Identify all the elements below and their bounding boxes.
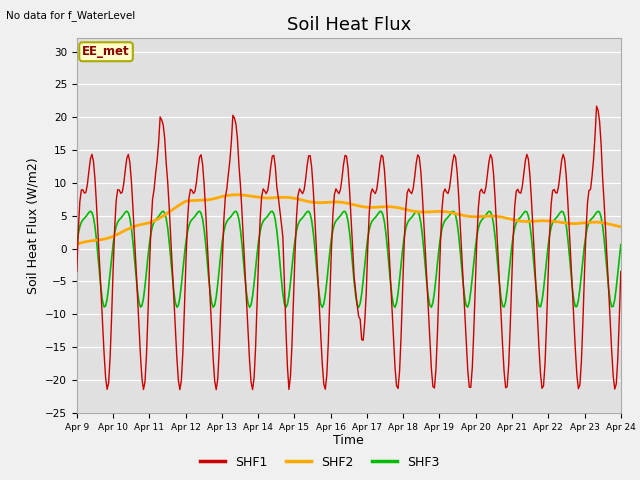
SHF1 (255, 253, 262, 259)
Line: SHF1: SHF1 (77, 106, 621, 390)
SHF1 (593, 103, 600, 109)
SHF2 (73, 241, 81, 247)
Legend: SHF1, SHF2, SHF3: SHF1, SHF2, SHF3 (195, 451, 445, 474)
SHF3 (264, 213, 271, 219)
X-axis label: Time: Time (333, 434, 364, 447)
Line: SHF3: SHF3 (77, 211, 621, 307)
SHF1 (73, 269, 81, 275)
SHF2 (264, 195, 271, 201)
SHF3 (123, 208, 131, 214)
Text: EE_met: EE_met (82, 45, 130, 58)
SHF3 (319, 304, 326, 310)
SHF1 (312, 242, 320, 248)
Y-axis label: Soil Heat Flux (W/m2): Soil Heat Flux (W/m2) (26, 157, 40, 294)
SHF2 (588, 219, 596, 225)
SHF3 (141, 283, 149, 289)
SHF2 (140, 221, 147, 227)
SHF2 (237, 192, 244, 198)
SHF1 (140, 387, 147, 393)
Title: Soil Heat Flux: Soil Heat Flux (287, 16, 411, 34)
SHF3 (73, 242, 81, 248)
SHF2 (255, 194, 262, 200)
SHF3 (312, 261, 320, 266)
SHF3 (617, 242, 625, 248)
SHF1 (212, 387, 220, 393)
SHF3 (237, 227, 244, 233)
SHF3 (255, 238, 262, 243)
SHF2 (617, 224, 625, 229)
SHF2 (312, 200, 320, 205)
SHF1 (264, 188, 271, 193)
SHF1 (237, 182, 244, 188)
SHF1 (588, 174, 596, 180)
SHF2 (234, 192, 241, 198)
SHF1 (617, 269, 625, 275)
Text: No data for f_WaterLevel: No data for f_WaterLevel (6, 10, 136, 21)
Line: SHF2: SHF2 (77, 195, 621, 244)
SHF3 (589, 214, 597, 220)
